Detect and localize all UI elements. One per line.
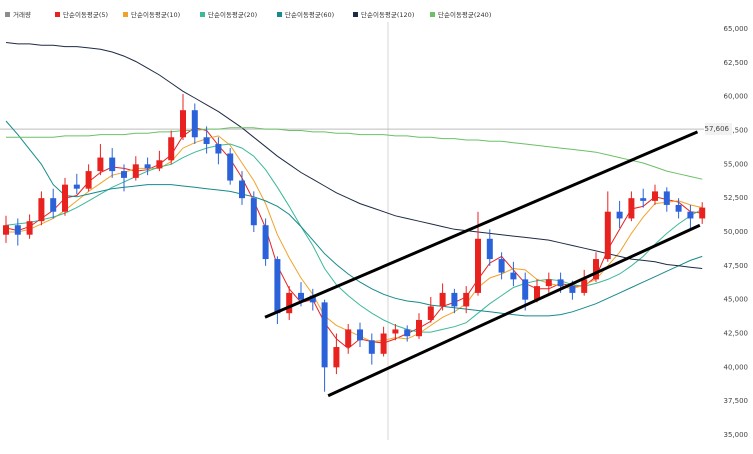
candle-body [463, 292, 470, 307]
candle-body [498, 259, 505, 273]
trendline [327, 223, 701, 398]
candle-body [286, 292, 293, 314]
y-tick-label: 45,000 [724, 296, 749, 304]
candle-body [274, 259, 281, 314]
candle-body [73, 184, 80, 189]
candle-body [545, 279, 552, 287]
legend-swatch [353, 12, 358, 17]
candle-body [581, 279, 588, 293]
candle-body [85, 171, 92, 189]
legend-label: 단순이동평균(240) [438, 10, 491, 19]
price-marker-box [705, 123, 732, 136]
candle-body [345, 329, 352, 348]
y-tick-label: 52,500 [724, 194, 749, 202]
candle-body [62, 184, 68, 212]
candle-body [404, 329, 411, 337]
candle-body [392, 329, 399, 334]
y-tick-label: 35,000 [724, 431, 749, 439]
candle-body [699, 207, 706, 219]
plot-area [0, 42, 706, 398]
legend-label: 단순이동평균(10) [131, 10, 180, 19]
candle-body [262, 225, 269, 260]
candle-body [522, 279, 529, 300]
candle-body [203, 137, 210, 145]
candle-body [663, 191, 670, 205]
candle-body [593, 259, 599, 280]
legend-label: 단순이동평균(120) [361, 10, 414, 19]
y-tick-label: 50,000 [724, 228, 749, 236]
candle-body [3, 225, 9, 235]
legend: 거래량 단순이동평균(5) 단순이동평균(10) 단순이동평균(20) 단순이동평균(6… [5, 10, 491, 19]
y-tick-label: 55,000 [724, 160, 749, 168]
candle-body [616, 211, 623, 219]
candle-body [357, 329, 363, 341]
y-tick-label: 40,000 [724, 363, 749, 371]
legend-label: 단순이동평균(20) [208, 10, 257, 19]
candle-body [121, 171, 127, 178]
legend-swatch [200, 12, 205, 17]
y-tick-label: 37,500 [724, 397, 749, 405]
candle-body [14, 225, 21, 235]
y-tick-label: 65,000 [724, 25, 749, 33]
y-tick-label: 62,500 [724, 59, 749, 67]
candle-body [628, 198, 635, 219]
candle-body [144, 164, 151, 169]
legend-swatch [55, 12, 60, 17]
candle-body [321, 302, 328, 368]
candle-body [50, 198, 57, 212]
y-axis: 35,000 37,500 40,000 42,500 45,000 47,500 50,0… [705, 25, 749, 439]
y-tick-label: 57,500 [724, 127, 749, 135]
candle-body [250, 198, 257, 226]
candle-body [486, 238, 493, 260]
legend-swatch [430, 12, 435, 17]
candle-body [132, 164, 139, 178]
legend-label: 단순이동평균(5) [63, 10, 108, 19]
candle-body [227, 153, 234, 181]
candle-body [38, 198, 45, 222]
candle-body [652, 191, 658, 201]
candle-body [675, 204, 682, 212]
legend-swatch [277, 12, 282, 17]
candle-body [239, 180, 245, 199]
candle-body [416, 319, 422, 337]
candle-body [380, 333, 387, 354]
candle-body [309, 295, 316, 303]
candle-body [26, 221, 33, 235]
candle-body [368, 340, 375, 354]
candle-body [298, 292, 304, 300]
candle-body [97, 157, 104, 172]
candle-body [640, 198, 647, 201]
candle-body [156, 160, 163, 169]
candle-body [168, 137, 175, 161]
candle-body [475, 238, 481, 293]
candle-body [687, 211, 694, 219]
legend-swatch [123, 12, 128, 17]
candle-body [557, 279, 564, 287]
y-tick-label: 47,500 [724, 262, 749, 270]
candle-body [333, 347, 340, 368]
candle-body [180, 110, 186, 138]
candle-body [439, 292, 446, 307]
candle-body [427, 306, 434, 320]
candle-body [215, 144, 222, 154]
legend-swatch [5, 12, 10, 17]
candle-body [109, 157, 116, 172]
legend-label: 단순이동평균(60) [285, 10, 334, 19]
candle-body [569, 286, 576, 293]
ma-line [6, 127, 703, 180]
candle-body [191, 110, 198, 138]
y-tick-label: 60,000 [724, 93, 749, 101]
candle-body [604, 211, 611, 260]
ma-line [5, 42, 703, 269]
candle-body [510, 272, 517, 280]
y-tick-label: 42,500 [724, 330, 749, 338]
trendline [264, 130, 699, 319]
candle-body [451, 292, 458, 307]
candle-body [534, 286, 540, 300]
legend-label: 거래량 [13, 10, 31, 19]
price-marker-label: 57,606 [705, 125, 730, 133]
